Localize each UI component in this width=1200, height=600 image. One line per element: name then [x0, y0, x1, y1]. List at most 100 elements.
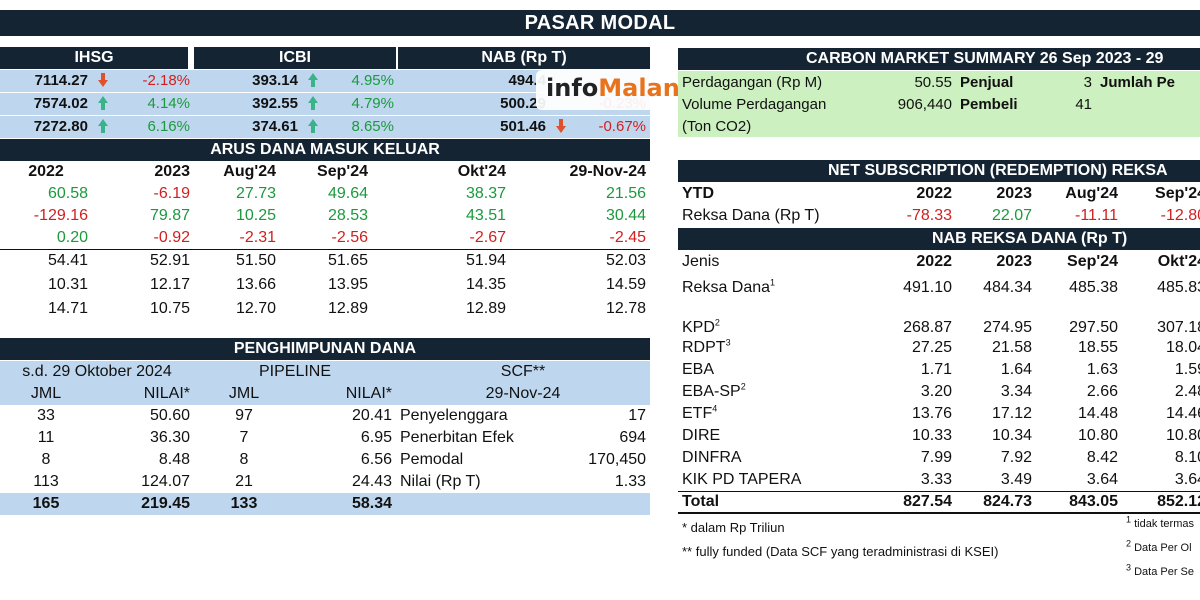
- arrow-up-icon: [96, 96, 110, 110]
- nab-rd-cell: 2.48: [1174, 383, 1200, 400]
- page-title: PASAR MODAL: [0, 10, 1200, 36]
- ihsg-value: 7574.02: [33, 95, 88, 112]
- arus-dana-cell: 52.03: [510, 248, 650, 273]
- table-row: 8 8.48 8 6.56 Pemodal 170,450: [0, 449, 650, 471]
- arus-dana-cell: -6.19: [153, 185, 190, 202]
- arus-dana-cell: 14.71: [47, 300, 88, 317]
- nab-rd-cell: 7.99: [920, 449, 952, 466]
- icbi-header: ICBI: [194, 47, 396, 69]
- nab-rd-label: DIRE: [678, 425, 856, 447]
- table-row: 60.58 -6.19 27.73 49.64 38.37 21.56: [0, 183, 650, 205]
- scf-value-cell: 1.33: [614, 473, 647, 490]
- pipeline-jml-cell: 8: [239, 451, 249, 468]
- sub-header-sd: s.d. 29 Oktober 2024: [22, 363, 172, 380]
- nab-change: -0.67%: [598, 118, 646, 135]
- nab-rd-cell: 491.10: [903, 279, 952, 296]
- arus-dana-cell: 0.20: [56, 228, 88, 246]
- nab-rd-cell: 10.33: [911, 427, 952, 444]
- arus-dana-table: 2022 2023 Aug'24 Sep'24 Okt'24 29-Nov-24 60.5…: [0, 161, 650, 321]
- nab-rd-col-header: Sep'24: [1067, 253, 1118, 270]
- arus-dana-cell: 43.51: [465, 207, 506, 224]
- arus-dana-cell: 51.65: [280, 248, 372, 273]
- carbon-penjual-label: Penjual: [960, 73, 1014, 91]
- nab-rd-total-label: Total: [678, 490, 856, 513]
- table-row: EBA-SP2 3.20 3.34 2.66 2.48: [678, 381, 1200, 403]
- carbon-row1-label: Perdagangan (Rp M): [682, 73, 823, 91]
- nilai-cell: 8.48: [158, 451, 190, 468]
- nab-rd-cell: 1.63: [1086, 361, 1118, 378]
- net-sub-sep24: -12.80: [1160, 207, 1200, 224]
- arus-dana-cell: 38.37: [465, 185, 506, 202]
- scf-label-cell: Penerbitan Efek: [400, 429, 514, 446]
- arus-dana-cell: 27.73: [235, 185, 276, 202]
- arus-dana-cell: 10.75: [149, 300, 190, 317]
- arrow-up-icon: [96, 119, 110, 133]
- index-row: 7114.27 -2.18% 393.14 4.95% 494.4: [0, 70, 650, 93]
- carbon-jumlah-label: Jumlah Pe: [1100, 73, 1176, 91]
- icbi-change: 4.95%: [351, 72, 394, 89]
- footnote-2: ** fully funded (Data SCF yang teradmini…: [682, 544, 999, 559]
- arus-dana-cell: 51.50: [194, 248, 280, 273]
- jml-cell: 11: [37, 429, 55, 446]
- net-sub-2023: 22.07: [991, 207, 1032, 224]
- nab-rd-label-sup: 2: [740, 381, 746, 392]
- arus-dana-cell: 12.89: [465, 300, 506, 317]
- arus-dana-cell: 14.35: [465, 276, 506, 293]
- scf-label-cell: Pemodal: [400, 451, 464, 468]
- nab-rd-label: ETF4: [678, 403, 856, 425]
- arus-dana-col-header: Okt'24: [457, 163, 506, 180]
- arus-dana-col-header: 29-Nov-24: [569, 163, 646, 180]
- nab-rd-label: EBA: [678, 359, 856, 381]
- nab-rd-cell: 10.80: [1077, 427, 1118, 444]
- table-row: 10.31 12.17 13.66 13.95 14.35 14.59: [0, 273, 650, 297]
- nab-rd-cell: 297.50: [1069, 319, 1118, 336]
- nab-rd-label-text: KIK PD TAPERA: [682, 470, 802, 488]
- nab-rd-cell: 18.55: [1077, 339, 1118, 356]
- nab-rd-cell: 14.46: [1165, 405, 1200, 422]
- footnote-1: * dalam Rp Triliun: [682, 520, 785, 535]
- nab-rd-cell: 17.12: [991, 405, 1032, 422]
- net-sub-col-header: 2022: [916, 185, 952, 202]
- nab-rd-cell: 13.76: [911, 405, 952, 422]
- arus-dana-cell: -2.67: [469, 228, 506, 246]
- nab-rd-col-header: Okt'24: [1157, 253, 1200, 270]
- col-jml: JML: [30, 385, 62, 402]
- nab-rd-cell: 268.87: [903, 319, 952, 336]
- footnote-right-3: 3 Data Per Se: [1126, 562, 1194, 578]
- total-pipeline-jml: 133: [230, 495, 258, 512]
- table-row: 14.71 10.75 12.70 12.89 12.89 12.78: [0, 297, 650, 321]
- arus-dana-cell: 54.41: [0, 248, 92, 273]
- scf-value-cell: 170,450: [588, 451, 647, 468]
- net-sub-col-header: 2023: [996, 185, 1032, 202]
- ihsg-arrow-cell: [92, 70, 112, 93]
- pipeline-nilai-cell: 20.41: [351, 407, 392, 424]
- col-jml-pipeline: JML: [228, 385, 260, 402]
- arus-dana-cell: 14.59: [605, 276, 646, 293]
- scf-value-cell: 17: [628, 407, 647, 424]
- nab-rd-cell: 3.64: [1174, 470, 1200, 488]
- nab-rd-label: KIK PD TAPERA: [678, 469, 856, 491]
- nab-rd-cell: 485.83: [1157, 279, 1200, 296]
- nab-rd-total-cell: 824.73: [956, 490, 1036, 513]
- nab-rd-label: KPD2: [678, 303, 856, 337]
- net-sub-title: NET SUBSCRIPTION (REDEMPTION) REKSA: [678, 160, 1200, 182]
- nab-rd-cell: 8.10: [1174, 449, 1200, 466]
- nab-value: 501.46: [500, 118, 546, 135]
- icbi-arrow-cell: [302, 116, 322, 139]
- icbi-arrow-cell: [302, 93, 322, 116]
- pipeline-nilai-cell: 24.43: [351, 473, 392, 490]
- ihsg-change: -2.18%: [142, 72, 190, 89]
- net-sub-col-header: YTD: [682, 185, 714, 202]
- jml-cell: 8: [41, 451, 51, 468]
- carbon-penjual-val: 3: [1083, 73, 1092, 91]
- total-scf-empty: [396, 493, 650, 515]
- nab-header: NAB (Rp T): [398, 47, 650, 69]
- arrow-down-icon: [96, 73, 110, 87]
- arus-dana-col-header: 2022: [28, 163, 64, 180]
- nab-rd-cell: 3.20: [920, 383, 952, 400]
- table-row: KPD2 268.87 274.95 297.50 307.18: [678, 303, 1200, 337]
- table-row: DIRE 10.33 10.34 10.80 10.80: [678, 425, 1200, 447]
- footnote-right-2: 2 Data Per Ol: [1126, 538, 1192, 554]
- nab-rd-label: EBA-SP2: [678, 381, 856, 403]
- arus-dana-cell: 51.94: [372, 248, 510, 273]
